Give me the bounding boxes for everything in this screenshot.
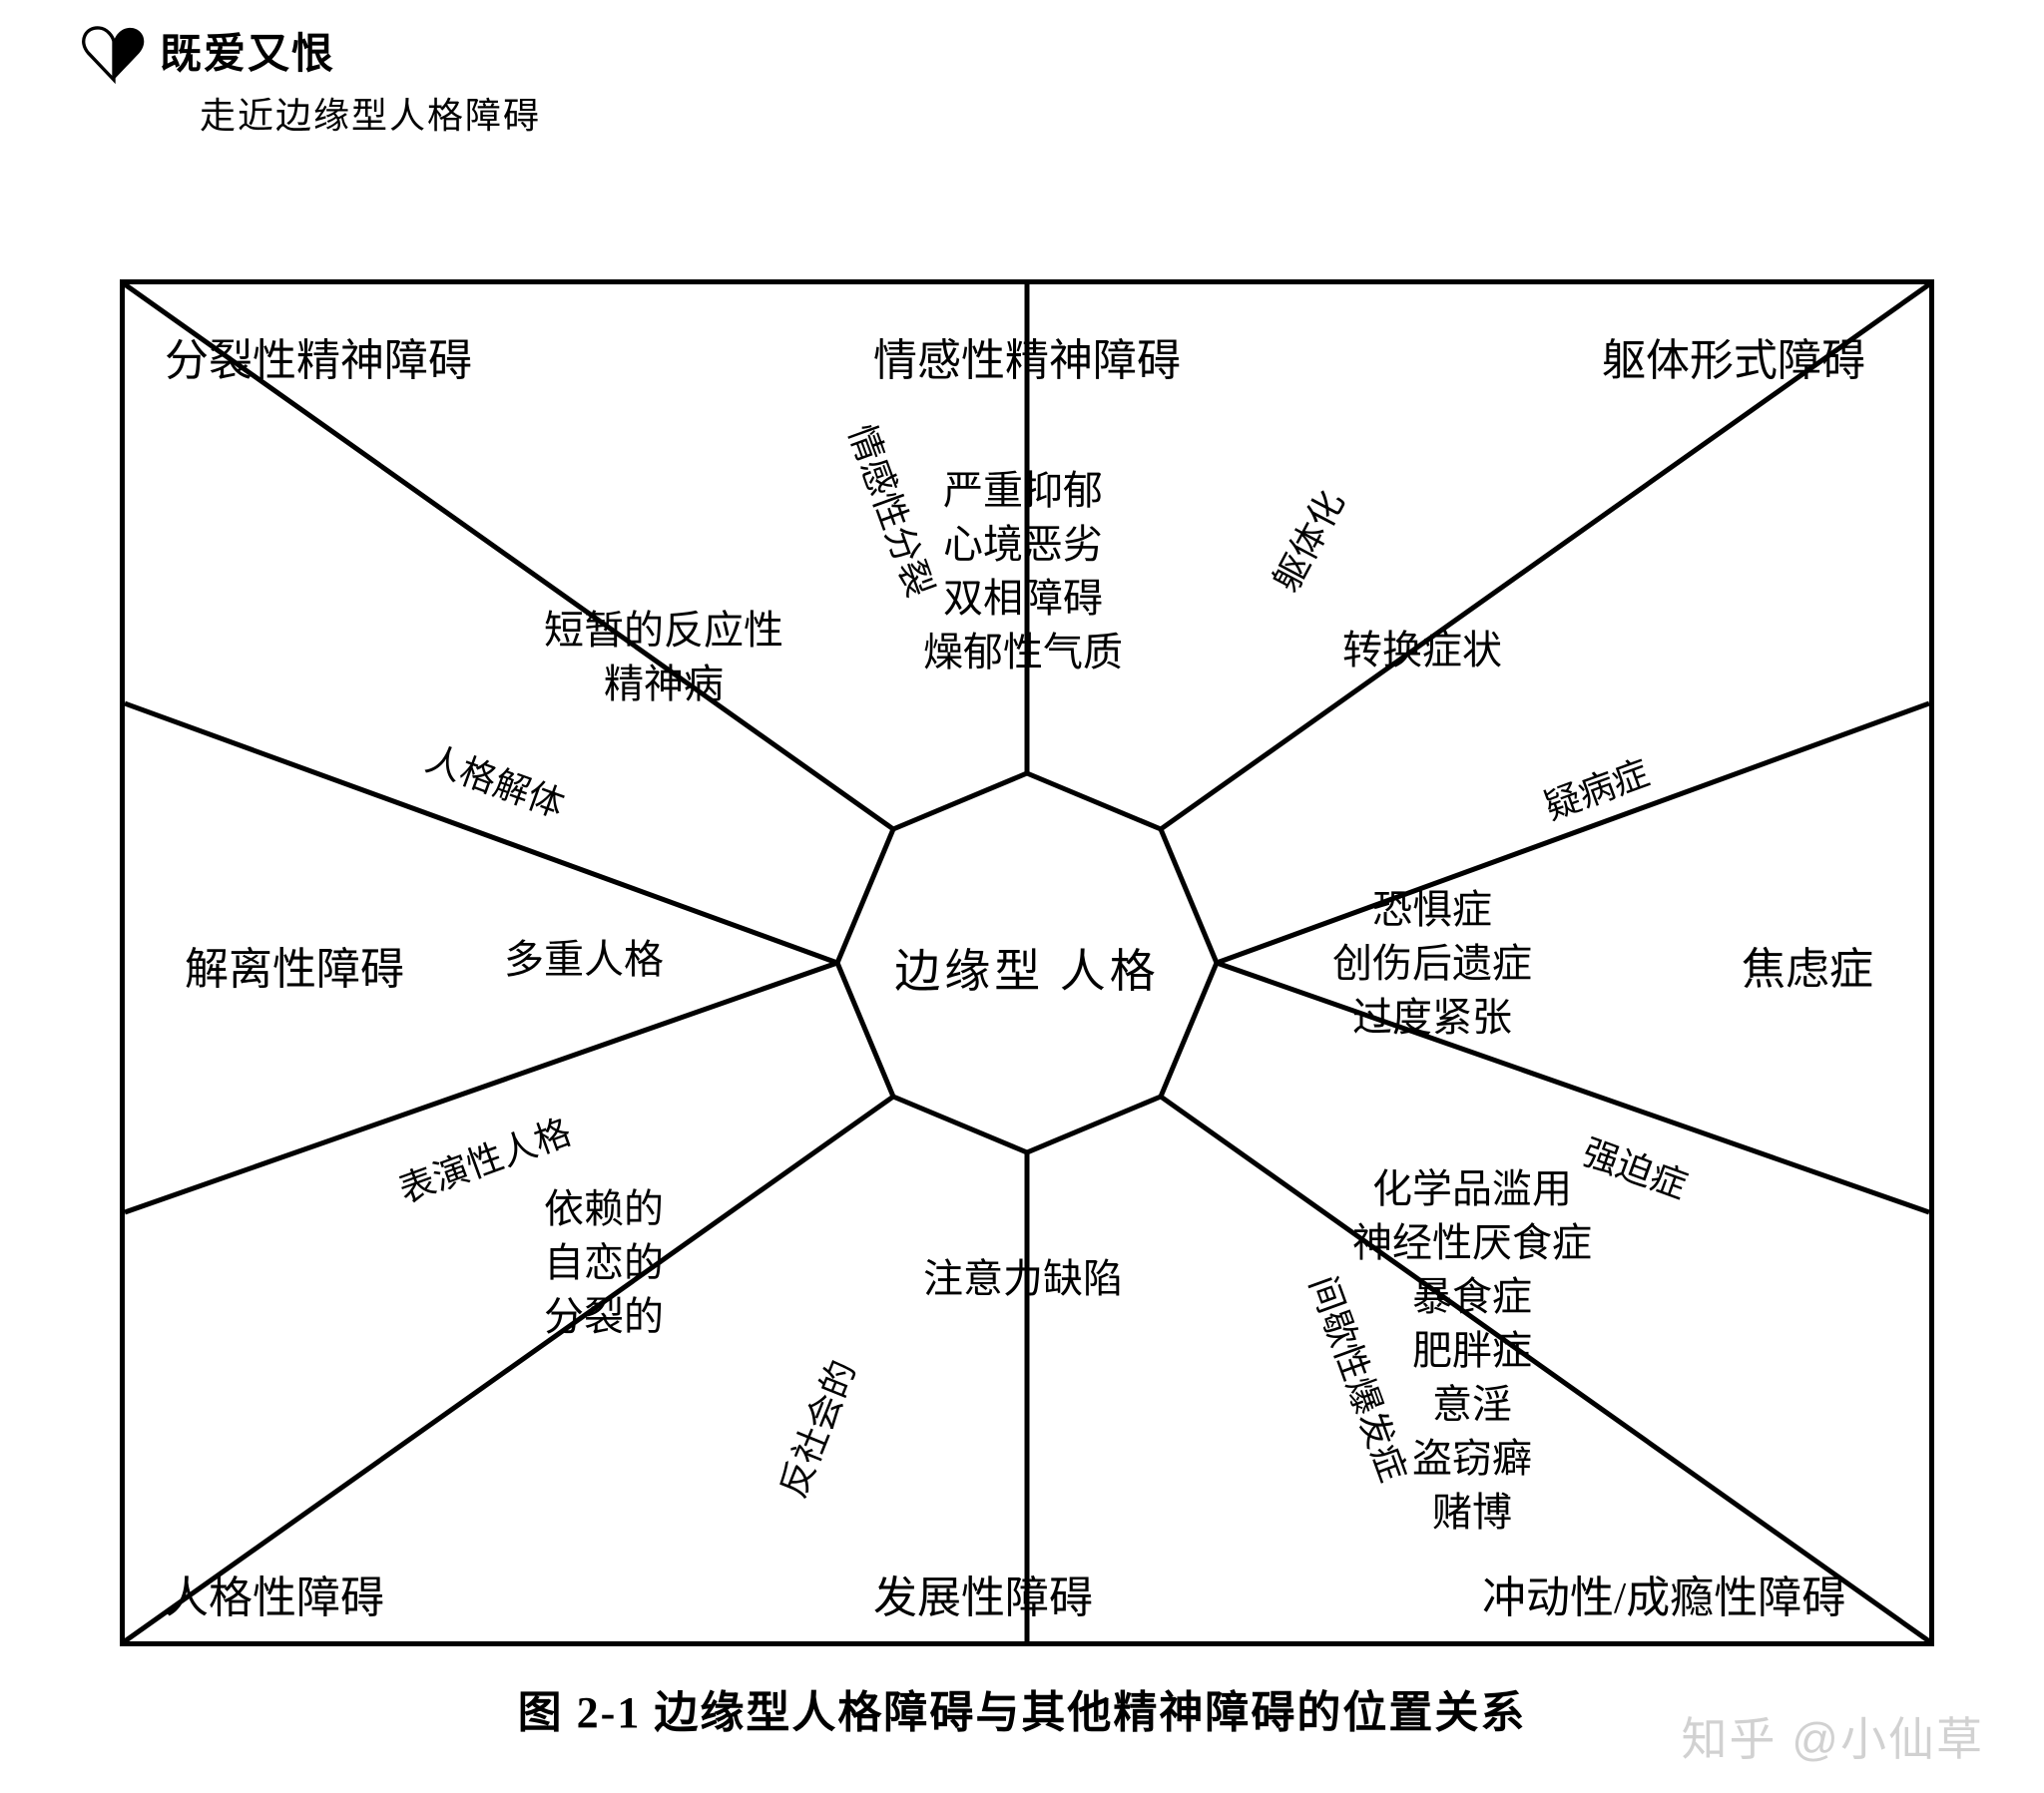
page-root: 既爱又恨 走近边缘型人格障碍 边缘型 人格 分裂性精神障碍情感性精神障碍躯体形式… bbox=[0, 0, 2044, 1793]
book-subtitle: 走近边缘型人格障碍 bbox=[200, 87, 541, 139]
sub-label-attention: 注意力缺陷 bbox=[923, 1252, 1123, 1306]
heart-icon bbox=[80, 24, 148, 84]
sector-title-impulse: 冲动性/成瘾性障碍 bbox=[1482, 1562, 1845, 1625]
sector-title-personality: 人格性障碍 bbox=[165, 1562, 384, 1625]
sector-title-somatoform: 躯体形式障碍 bbox=[1602, 324, 1865, 388]
sub-label-anx-list: 恐惧症 创伤后遗症 过度紧张 bbox=[1332, 883, 1532, 1045]
sub-label-imp-list: 化学品滥用 神经性厌食症 暴食症 肥胖症 意淫 盗窃癖 赌博 bbox=[1352, 1162, 1592, 1540]
sub-label-pers-list: 依赖的 自恋的 分裂的 bbox=[544, 1182, 664, 1344]
header-text: 既爱又恨 走近边缘型人格障碍 bbox=[160, 20, 541, 139]
sub-label-reactive: 短暂的反应性 精神病 bbox=[544, 604, 783, 711]
book-header: 既爱又恨 走近边缘型人格障碍 bbox=[80, 20, 541, 139]
sector-title-develop: 发展性障碍 bbox=[873, 1562, 1093, 1625]
sector-title-anxiety: 焦虑症 bbox=[1742, 933, 1873, 997]
book-title: 既爱又恨 bbox=[160, 20, 541, 81]
sub-label-convert: 转换症状 bbox=[1342, 624, 1502, 677]
sub-label-aff-list: 严重抑郁 心境恶劣 双相障碍 燥郁性气质 bbox=[923, 464, 1123, 679]
sector-title-affective: 情感性精神障碍 bbox=[873, 324, 1181, 388]
diagram-frame: 边缘型 人格 分裂性精神障碍情感性精神障碍躯体形式障碍解离性障碍焦虑症人格性障碍… bbox=[120, 279, 1934, 1646]
sub-label-multi: 多重人格 bbox=[504, 933, 664, 987]
sector-title-dissoc: 解离性障碍 bbox=[185, 933, 404, 997]
sector-title-schizo: 分裂性精神障碍 bbox=[165, 324, 472, 388]
watermark: 知乎 @小仙草 bbox=[1682, 1703, 1984, 1769]
